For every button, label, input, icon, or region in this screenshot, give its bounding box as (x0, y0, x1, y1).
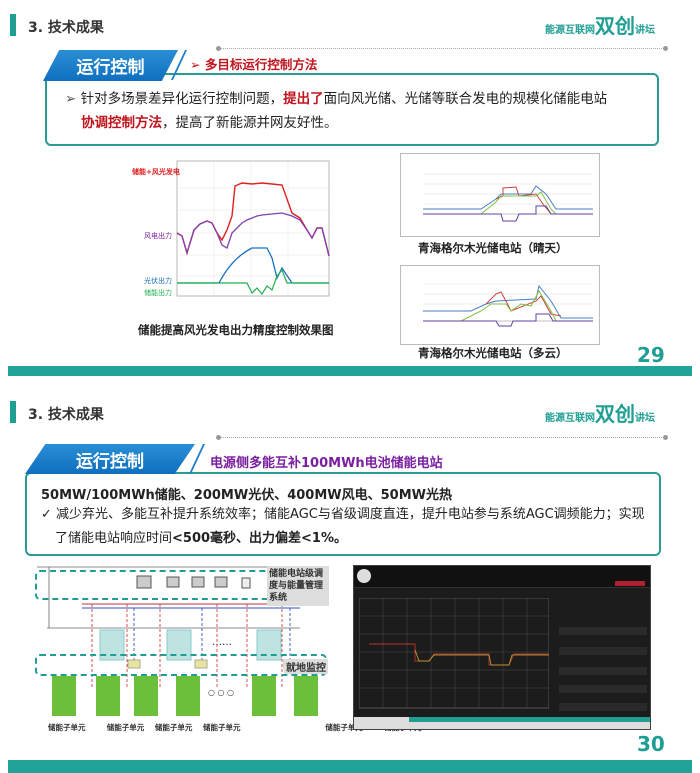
section-title: 3. 技术成果 (28, 407, 104, 423)
content-box: 50MW/100MWh储能、200MW光伏、400MW风电、50MW光热 ✓ 减… (25, 472, 661, 556)
subtitle: ➢ 多目标运行控制方法 (190, 57, 318, 72)
tab-run-control: 运行控制 (43, 50, 178, 81)
forum-logo: 能源互联网双创讲坛 (545, 14, 655, 38)
section-accent-bar (10, 14, 16, 36)
section-accent-bar (10, 401, 16, 423)
chart-sunny (400, 153, 600, 237)
footer-bar (8, 366, 692, 376)
label-storage: 储能出力 (144, 289, 172, 297)
subtitle: 电源侧多能互补100MWh电池储能电站 (210, 456, 443, 471)
page-number: 29 (637, 343, 665, 367)
content-box: ➢ 针对多场景差异化运行控制问题，提出了面向风光储、光储等联合发电的规模化储能电… (45, 73, 659, 146)
label-wind: 风电出力 (144, 232, 172, 240)
storage-system-diagram: 储能电站级调度与能量管理系统 就地监控 …… ○ ○ ○ 储能子单元 储能子单元… (32, 562, 422, 742)
ellipsis-dots: ○ ○ ○ (208, 688, 235, 697)
wind-line (176, 212, 330, 257)
label-ems: 储能电站级调度与能量管理系统 (267, 566, 329, 606)
ellipsis: …… (212, 637, 232, 648)
headline: 50MW/100MWh储能、200MW光伏、400MW风电、50MW光热 (41, 488, 452, 503)
output-chart (176, 160, 330, 297)
figure-left-caption: 储能提高风光发电出力精度控制效果图 (138, 323, 334, 337)
figure-wind-solar-storage: 储能+风光发电 风电出力 光伏出力 储能出力 (132, 158, 342, 308)
tab-run-control: 运行控制 (25, 444, 195, 474)
monitoring-system-screenshot (353, 565, 651, 730)
label-solar: 光伏出力 (144, 277, 172, 285)
chart-cloudy (400, 265, 600, 345)
chart-cloudy-caption: 青海格尔木光储电站（多云） (418, 346, 568, 360)
label-combined: 储能+风光发电 (132, 168, 180, 176)
solar-line (177, 247, 329, 284)
page-number: 30 (637, 732, 665, 756)
body-text: ✓ 减少弃光、多能互补提升系统效率；储能AGC与省级调度直连，提升电站参与系统A… (41, 507, 645, 546)
unit-row (52, 676, 318, 716)
header-divider (216, 434, 668, 440)
body-text: ➢ 针对多场景差异化运行控制问题，提出了面向风光储、光储等联合发电的规模化储能电… (65, 91, 608, 131)
chart-sunny-caption: 青海格尔木光储电站（晴天） (418, 241, 568, 255)
forum-logo: 能源互联网双创讲坛 (545, 402, 655, 426)
section-title: 3. 技术成果 (28, 20, 104, 36)
header-divider (216, 45, 668, 51)
label-local-monitor: 就地监控 (284, 659, 328, 674)
storage-line (177, 268, 329, 296)
footer-bar (8, 760, 692, 773)
